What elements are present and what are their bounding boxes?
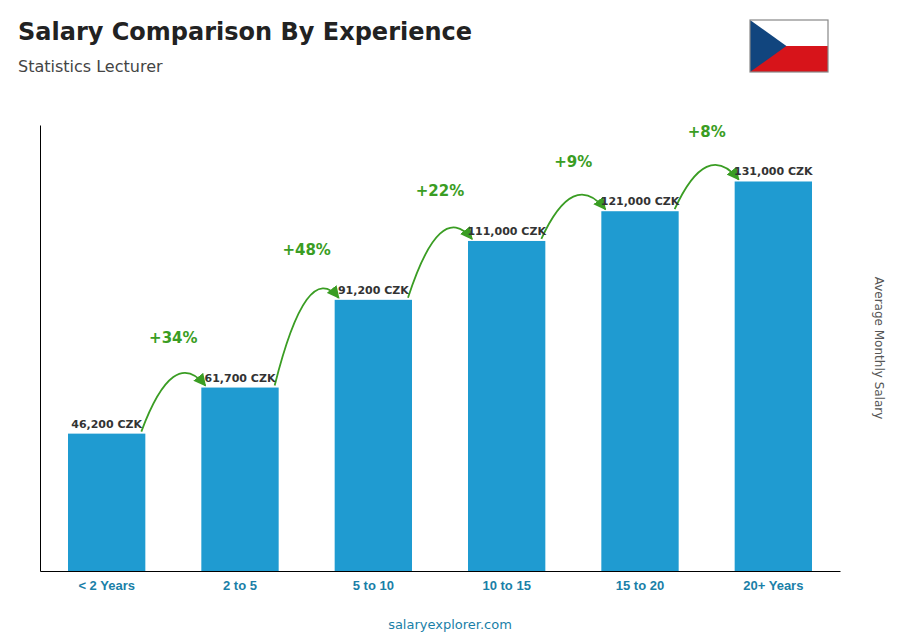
x-tick: 20+ Years (743, 571, 803, 593)
change-label: +8% (688, 123, 726, 141)
flag-border (750, 20, 828, 72)
bar (601, 211, 678, 571)
source: salaryexplorer.com (388, 617, 512, 632)
data-label: 121,000 CZK (601, 195, 680, 208)
x-tick: 10 to 15 (482, 571, 530, 593)
change-label: +34% (149, 329, 197, 347)
change-arrow (408, 227, 472, 297)
x-axis: < 2 Years 2 to 5 5 to 10 10 to 15 15 to 20 20… (41, 571, 841, 593)
x-tick: 5 to 10 (353, 571, 394, 593)
plot: < 2 Years 2 to 5 5 to 10 10 to 15 15 to 20 20… (41, 123, 841, 593)
change-arrow (275, 288, 339, 385)
x-tick-label: 2 to 5 (223, 578, 257, 593)
data-label: 111,000 CZK (467, 225, 546, 238)
data-labels: 46,200 CZK 61,700 CZK 91,200 CZK 111,000 CZ… (71, 165, 813, 430)
subtitle: Statistics Lecturer (18, 57, 163, 76)
change-label: +22% (416, 182, 464, 200)
flag (750, 20, 828, 72)
bar (68, 434, 145, 571)
bar (468, 241, 545, 571)
y-axis-line (40, 126, 41, 572)
annotations: +34% +48% +22% +9% +8% (141, 123, 738, 432)
change-arrow (141, 373, 205, 432)
bars (68, 181, 812, 571)
title: Salary Comparison By Experience (18, 18, 472, 46)
x-tick: < 2 Years (78, 571, 135, 593)
data-label: 131,000 CZK (734, 165, 813, 178)
change-label: +9% (554, 153, 592, 171)
x-tick: 15 to 20 (616, 571, 664, 593)
x-axis-line (41, 571, 841, 572)
change-arrow (675, 165, 739, 209)
x-tick-label: 5 to 10 (353, 578, 394, 593)
chart: Salary Comparison By Experience Statistic… (0, 0, 900, 641)
x-tick-label: 10 to 15 (482, 578, 530, 593)
y-axis-title: Average Monthly Salary (872, 277, 886, 420)
data-label: 46,200 CZK (71, 418, 142, 431)
flag-triangle (750, 20, 786, 72)
x-tick-label: 15 to 20 (616, 578, 664, 593)
x-tick-label: 20+ Years (743, 578, 803, 593)
x-tick-label: < 2 Years (78, 578, 135, 593)
change-label: +48% (282, 241, 330, 259)
bar (335, 300, 412, 571)
data-label: 61,700 CZK (205, 372, 276, 385)
data-label: 91,200 CZK (338, 284, 409, 297)
change-arrow (541, 195, 605, 239)
y-axis (40, 126, 41, 572)
bar (735, 181, 812, 571)
x-tick: 2 to 5 (223, 571, 257, 593)
bar (201, 388, 278, 571)
